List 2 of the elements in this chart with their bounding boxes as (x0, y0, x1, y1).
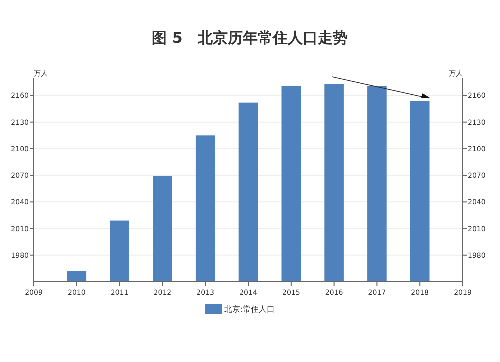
chart-title: 图 5 北京历年常住人口走势 (152, 29, 348, 47)
legend-label: 北京:常住人口 (224, 305, 276, 314)
